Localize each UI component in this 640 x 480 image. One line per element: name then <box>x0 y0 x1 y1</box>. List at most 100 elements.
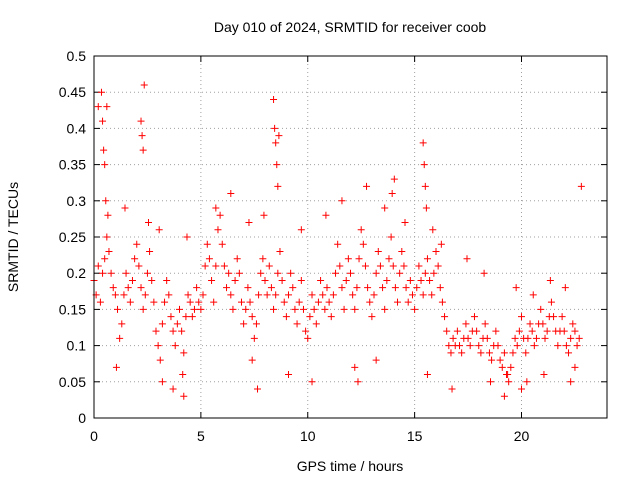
data-point <box>338 197 346 205</box>
data-point <box>368 313 376 321</box>
data-point <box>137 284 145 292</box>
data-point <box>537 305 545 313</box>
data-point <box>155 226 163 234</box>
data-point <box>347 269 354 277</box>
data-point <box>261 276 269 284</box>
x-tick-label: 5 <box>197 428 205 444</box>
data-point <box>244 284 252 292</box>
data-point <box>532 334 540 342</box>
data-point <box>379 284 387 292</box>
data-point <box>449 334 457 342</box>
data-point <box>156 356 164 364</box>
data-point <box>338 284 346 292</box>
data-point <box>389 262 397 270</box>
data-point <box>225 269 233 277</box>
y-tick-label: 0.05 <box>59 374 86 390</box>
data-point <box>323 284 331 292</box>
data-point <box>242 305 250 313</box>
data-point <box>406 276 414 284</box>
data-point <box>195 298 203 306</box>
data-point <box>210 298 218 306</box>
data-point <box>453 327 461 335</box>
data-point <box>363 182 371 190</box>
data-point <box>180 392 188 400</box>
data-point <box>216 211 224 219</box>
data-point <box>470 313 478 321</box>
data-point <box>466 342 474 350</box>
data-point <box>297 276 305 284</box>
data-point <box>480 269 488 277</box>
data-point <box>577 182 585 190</box>
y-tick-label: 0.15 <box>59 301 86 317</box>
data-point <box>276 247 284 255</box>
data-point <box>505 378 513 386</box>
data-point <box>306 313 314 321</box>
y-tick-label: 0.25 <box>59 229 86 245</box>
data-point <box>319 291 327 299</box>
data-point <box>413 284 421 292</box>
data-point <box>114 305 122 313</box>
chart-title: Day 010 of 2024, SRMTID for receiver coo… <box>214 19 487 35</box>
data-point <box>208 276 216 284</box>
data-point <box>291 305 299 313</box>
data-point <box>128 276 136 284</box>
data-point <box>308 378 316 386</box>
data-point <box>254 385 262 393</box>
data-point <box>272 139 280 147</box>
data-point <box>179 371 187 379</box>
data-point <box>120 291 128 299</box>
data-point <box>173 320 181 328</box>
data-point <box>370 291 378 299</box>
data-point <box>355 255 363 263</box>
data-point <box>426 276 434 284</box>
data-point <box>212 204 220 212</box>
data-point <box>567 378 575 386</box>
data-point <box>270 95 278 103</box>
data-point <box>372 356 380 364</box>
data-point <box>265 262 273 270</box>
data-point <box>145 219 153 227</box>
data-point <box>263 291 271 299</box>
data-point <box>430 269 438 277</box>
data-point <box>184 291 192 299</box>
data-point <box>512 284 520 292</box>
data-point <box>314 298 322 306</box>
data-point <box>188 313 196 321</box>
data-point <box>381 305 389 313</box>
data-point <box>248 313 256 321</box>
data-point <box>357 226 365 234</box>
data-point <box>107 269 115 277</box>
data-point <box>402 284 410 292</box>
data-point <box>285 291 293 299</box>
data-point <box>547 298 555 306</box>
data-point <box>321 305 329 313</box>
data-point <box>171 342 179 350</box>
data-point <box>167 313 175 321</box>
data-point <box>432 247 440 255</box>
data-point <box>137 117 145 125</box>
data-point <box>573 342 581 350</box>
data-point <box>464 334 472 342</box>
data-point <box>180 349 188 357</box>
data-point <box>526 320 534 328</box>
data-point <box>227 291 235 299</box>
axis-ticks: 0 0.05 0.1 0.15 0.2 0.25 0.3 0.35 0.4 0.45 0.5 0 5 10… <box>59 48 607 444</box>
x-tick-label: 0 <box>90 428 98 444</box>
data-point <box>349 291 357 299</box>
data-point <box>388 190 396 198</box>
data-point <box>139 146 147 154</box>
x-tick-label: 20 <box>514 428 530 444</box>
data-point <box>304 334 312 342</box>
data-point <box>419 139 427 147</box>
data-point <box>496 356 504 364</box>
data-point <box>342 276 350 284</box>
data-point <box>141 291 149 299</box>
data-point <box>163 276 171 284</box>
data-point <box>415 262 423 270</box>
data-point <box>233 255 241 263</box>
data-point <box>354 378 362 386</box>
data-point <box>293 320 301 328</box>
data-point <box>103 103 111 111</box>
data-point <box>325 298 333 306</box>
data-point <box>569 320 577 328</box>
